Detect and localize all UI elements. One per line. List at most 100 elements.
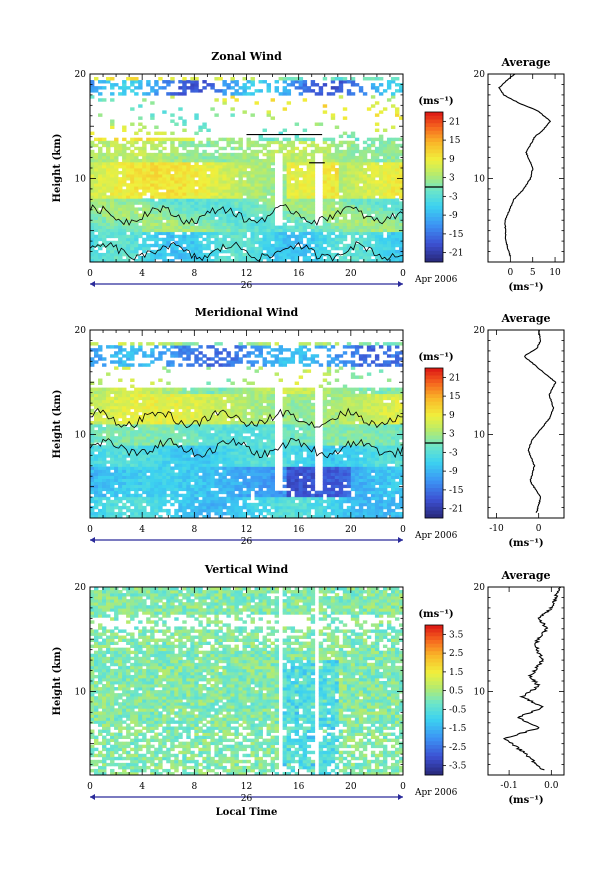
heatmap-cell <box>283 253 287 256</box>
heatmap-cell <box>379 183 383 186</box>
heatmap-cell <box>315 247 319 250</box>
heatmap-cell <box>210 107 214 110</box>
heatmap-cell <box>118 457 122 460</box>
heatmap-cell <box>154 232 158 235</box>
heatmap-cell <box>255 186 259 189</box>
heatmap-cell <box>379 204 383 207</box>
heatmap-cell <box>255 171 259 174</box>
heatmap-cell <box>98 497 102 500</box>
heatmap-cell <box>158 497 162 500</box>
heatmap-cell <box>222 488 226 491</box>
heatmap-cell <box>158 394 162 397</box>
heatmap-cell <box>194 409 198 412</box>
heatmap-cell <box>259 165 263 168</box>
heatmap-cell <box>134 403 138 406</box>
heatmap-cell <box>267 238 271 241</box>
heatmap-cell <box>130 351 134 354</box>
heatmap-cell <box>182 241 186 244</box>
heatmap-cell <box>174 476 178 479</box>
heatmap-cell <box>162 451 166 454</box>
colorbar-segment <box>425 236 443 240</box>
heatmap-cell <box>162 351 166 354</box>
heatmap-cell <box>114 454 118 457</box>
heatmap-cell <box>150 180 154 183</box>
heatmap-cell <box>259 150 263 153</box>
heatmap-cell <box>98 421 102 424</box>
heatmap-cell <box>299 220 303 223</box>
heatmap-cell <box>194 469 198 472</box>
heatmap-cell <box>319 238 323 241</box>
heatmap-cell <box>339 183 343 186</box>
heatmap-cell <box>351 223 355 226</box>
heatmap-cell <box>271 150 275 153</box>
heatmap-cell <box>283 174 287 177</box>
heatmap-cell <box>335 244 339 247</box>
heatmap-cell <box>130 201 134 204</box>
heatmap-cell <box>323 153 327 156</box>
heatmap-cell <box>194 391 198 394</box>
heatmap-cell <box>351 177 355 180</box>
heatmap-cell <box>118 476 122 479</box>
heatmap-cell <box>134 177 138 180</box>
heatmap-cell <box>230 451 234 454</box>
heatmap-cell <box>174 345 178 348</box>
heatmap-cell <box>138 485 142 488</box>
heatmap-cell <box>122 491 126 494</box>
heatmap-cell <box>291 171 295 174</box>
heatmap-cell <box>210 345 214 348</box>
heatmap-cell <box>138 186 142 189</box>
heatmap-cell <box>267 171 271 174</box>
heatmap-cell <box>271 229 275 232</box>
heatmap-cell <box>178 479 182 482</box>
heatmap-cell <box>295 159 299 162</box>
heatmap-cell <box>162 473 166 476</box>
heatmap-cell <box>190 138 194 141</box>
heatmap-cell <box>138 509 142 512</box>
heatmap-cell <box>242 171 246 174</box>
heatmap-cell <box>146 476 150 479</box>
heatmap-cell <box>331 210 335 213</box>
heatmap-cell <box>174 433 178 436</box>
heatmap-cell <box>94 388 98 391</box>
heatmap-cell <box>138 394 142 397</box>
heatmap-cell <box>339 238 343 241</box>
heatmap-cell <box>343 183 347 186</box>
heatmap-cell <box>234 503 238 506</box>
heatmap-cell <box>238 162 242 165</box>
heatmap-cell <box>126 439 130 442</box>
heatmap-cell <box>347 204 351 207</box>
heatmap-cell <box>134 473 138 476</box>
heatmap-cell <box>202 412 206 415</box>
heatmap-cell <box>222 445 226 448</box>
heatmap-cell <box>158 391 162 394</box>
heatmap-cell <box>186 156 190 159</box>
heatmap-cell <box>98 482 102 485</box>
heatmap-cell <box>242 241 246 244</box>
heatmap-cell <box>118 506 122 509</box>
heatmap-cell <box>182 144 186 147</box>
heatmap-cell <box>94 403 98 406</box>
heatmap-cell <box>351 256 355 259</box>
heatmap-cell <box>311 174 315 177</box>
heatmap-cell <box>247 244 251 247</box>
heatmap-cell <box>210 153 214 156</box>
heatmap-cell <box>238 473 242 476</box>
heatmap-cell <box>154 235 158 238</box>
heatmap-cell <box>331 192 335 195</box>
heatmap-cell <box>190 165 194 168</box>
heatmap-cell <box>98 485 102 488</box>
heatmap-cell <box>186 192 190 195</box>
heatmap-cell <box>190 460 194 463</box>
heatmap-cell <box>154 210 158 213</box>
heatmap-cell <box>230 382 234 385</box>
heatmap-cell <box>343 177 347 180</box>
heatmap-cell <box>170 201 174 204</box>
heatmap-cell <box>178 418 182 421</box>
heatmap-cell <box>106 217 110 220</box>
heatmap-cell <box>259 138 263 141</box>
heatmap-cell <box>238 156 242 159</box>
heatmap-cell <box>206 439 210 442</box>
heatmap-cell <box>110 126 114 129</box>
heatmap-cell <box>98 348 102 351</box>
heatmap-cell <box>202 144 206 147</box>
